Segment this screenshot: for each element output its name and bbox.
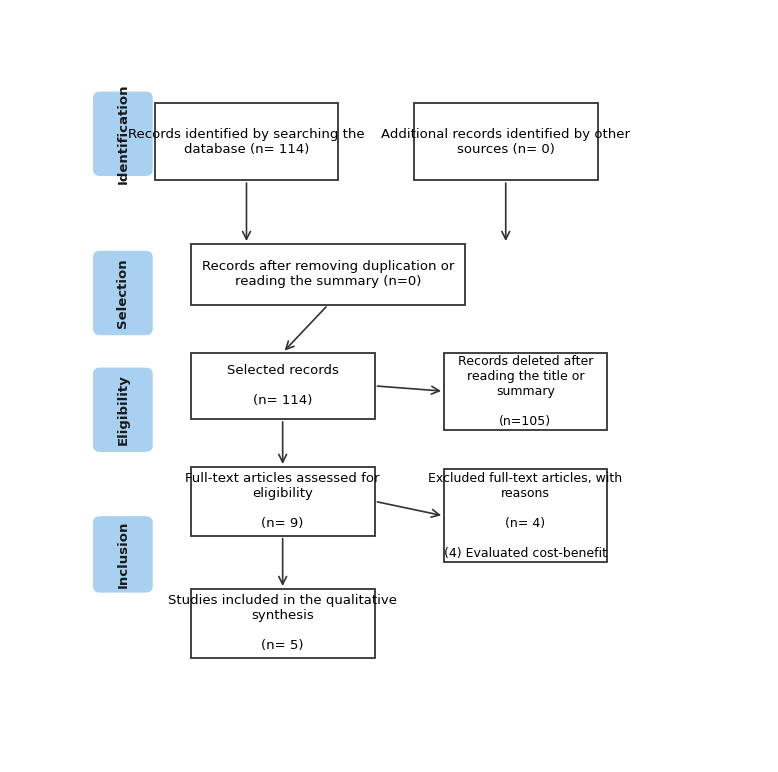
FancyBboxPatch shape <box>93 251 152 335</box>
FancyBboxPatch shape <box>191 244 465 305</box>
FancyBboxPatch shape <box>414 103 598 180</box>
Text: Eligibility: Eligibility <box>117 374 129 445</box>
Text: Full-text articles assessed for
eligibility

(n= 9): Full-text articles assessed for eligibil… <box>185 472 380 530</box>
Text: Additional records identified by other
sources (n= 0): Additional records identified by other s… <box>381 127 630 156</box>
Text: Records after removing duplication or
reading the summary (n=0): Records after removing duplication or re… <box>202 260 454 289</box>
Text: Identification: Identification <box>117 83 129 184</box>
FancyBboxPatch shape <box>155 103 338 180</box>
FancyBboxPatch shape <box>93 367 152 452</box>
FancyBboxPatch shape <box>93 92 152 176</box>
FancyBboxPatch shape <box>191 353 375 419</box>
FancyBboxPatch shape <box>191 467 375 536</box>
Text: Excluded full-text articles, with
reasons

(n= 4)

(4) Evaluated cost-benefit: Excluded full-text articles, with reason… <box>428 472 622 560</box>
Text: Selected records

(n= 114): Selected records (n= 114) <box>226 364 338 408</box>
Text: Records deleted after
reading the title or
summary

(n=105): Records deleted after reading the title … <box>457 354 593 428</box>
Text: Selection: Selection <box>117 258 129 328</box>
FancyBboxPatch shape <box>444 353 607 430</box>
FancyBboxPatch shape <box>93 516 152 593</box>
FancyBboxPatch shape <box>191 589 375 658</box>
FancyBboxPatch shape <box>444 469 607 562</box>
Text: Studies included in the qualitative
synthesis

(n= 5): Studies included in the qualitative synt… <box>168 594 397 652</box>
Text: Records identified by searching the
database (n= 114): Records identified by searching the data… <box>128 127 365 156</box>
Text: Inclusion: Inclusion <box>117 520 129 588</box>
